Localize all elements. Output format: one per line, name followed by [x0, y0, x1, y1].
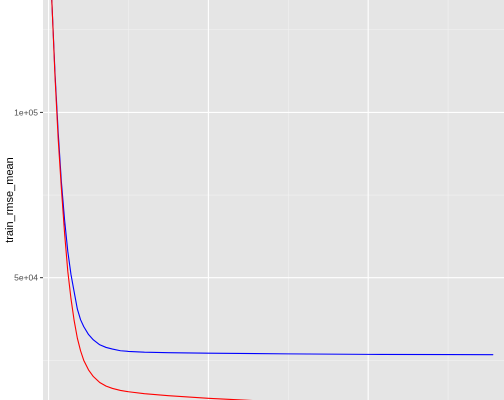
series-line-1	[51, 0, 494, 356]
series-line-2	[51, 0, 253, 400]
minor-gridlines	[43, 0, 504, 400]
y-axis: 1e+05 5e+04	[14, 107, 43, 283]
y-tick-label: 1e+05	[14, 107, 38, 117]
y-axis-title: train_rmse_mean	[4, 157, 16, 243]
series-lines	[51, 0, 494, 400]
plot-panel	[43, 0, 504, 400]
major-gridlines	[43, 0, 504, 400]
y-tick-label: 5e+04	[14, 273, 38, 283]
